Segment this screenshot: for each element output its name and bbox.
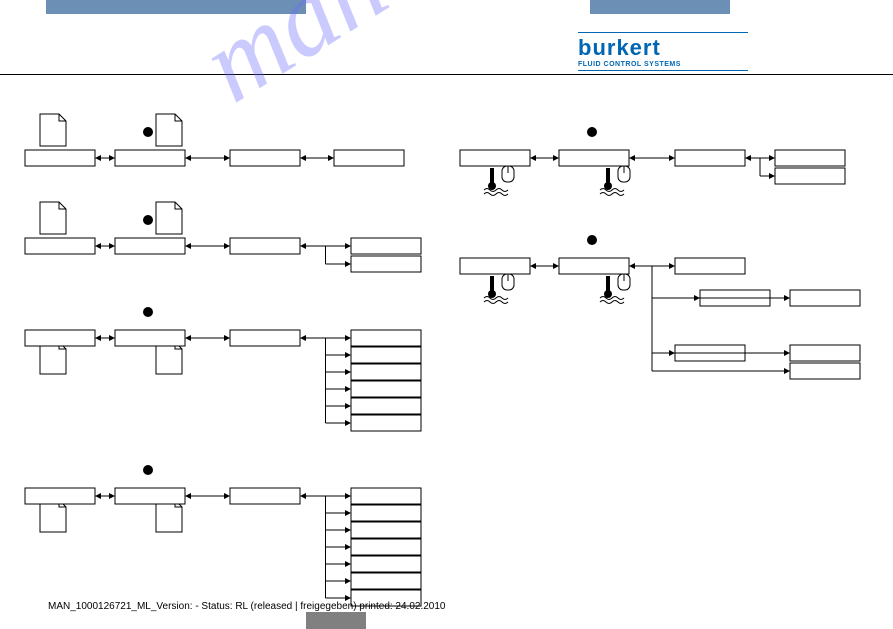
document-icon (156, 500, 182, 532)
flowchart-box (115, 150, 185, 166)
flowchart-box (351, 364, 421, 380)
document-icon (156, 202, 182, 234)
document-icon (156, 342, 182, 374)
dot-icon (143, 465, 153, 475)
flowchart-box (351, 522, 421, 538)
flowchart-box (230, 488, 300, 504)
dot-icon (587, 127, 597, 137)
flowchart-box (351, 415, 421, 431)
flowchart-box (25, 238, 95, 254)
flowchart-box (775, 150, 845, 166)
flowchart-box (351, 330, 421, 346)
flowchart-box (675, 258, 745, 274)
flowchart-box (351, 256, 421, 272)
dot-icon (143, 127, 153, 137)
dot-icon (143, 215, 153, 225)
flowchart-box (351, 556, 421, 572)
flowchart-box (351, 505, 421, 521)
flowchart-box (351, 381, 421, 397)
sensor-icon (484, 274, 514, 304)
footer-text: MAN_1000126721_ML_Version: - Status: RL … (48, 601, 446, 612)
flowchart-box (675, 150, 745, 166)
flowchart-box (334, 150, 404, 166)
flowchart-box (115, 238, 185, 254)
flowchart-box (351, 539, 421, 555)
dot-icon (587, 235, 597, 245)
flowchart-box (25, 330, 95, 346)
flowchart-box (790, 363, 860, 379)
flowchart-box (351, 488, 421, 504)
footer-bar (306, 612, 366, 629)
flowchart-box (230, 238, 300, 254)
flowchart-box (790, 290, 860, 306)
flowchart-box (351, 238, 421, 254)
flowchart-box (460, 258, 530, 274)
flowchart-box (775, 168, 845, 184)
sensor-icon (600, 274, 630, 304)
sensor-icon (600, 166, 630, 196)
flowchart-box (351, 398, 421, 414)
flowchart-box (115, 488, 185, 504)
document-icon (40, 114, 66, 146)
sensor-icon (484, 166, 514, 196)
document-icon (40, 202, 66, 234)
flowchart-box (460, 150, 530, 166)
dot-icon (143, 307, 153, 317)
flowchart-box (790, 345, 860, 361)
flowchart-box (351, 573, 421, 589)
document-icon (40, 342, 66, 374)
flowchart-diagram (0, 0, 893, 629)
flowchart-box (230, 330, 300, 346)
document-icon (156, 114, 182, 146)
flowchart-box (559, 258, 629, 274)
flowchart-box (115, 330, 185, 346)
flowchart-box (559, 150, 629, 166)
flowchart-box (25, 150, 95, 166)
flowchart-box (230, 150, 300, 166)
flowchart-box (351, 347, 421, 363)
flowchart-box (25, 488, 95, 504)
document-icon (40, 500, 66, 532)
